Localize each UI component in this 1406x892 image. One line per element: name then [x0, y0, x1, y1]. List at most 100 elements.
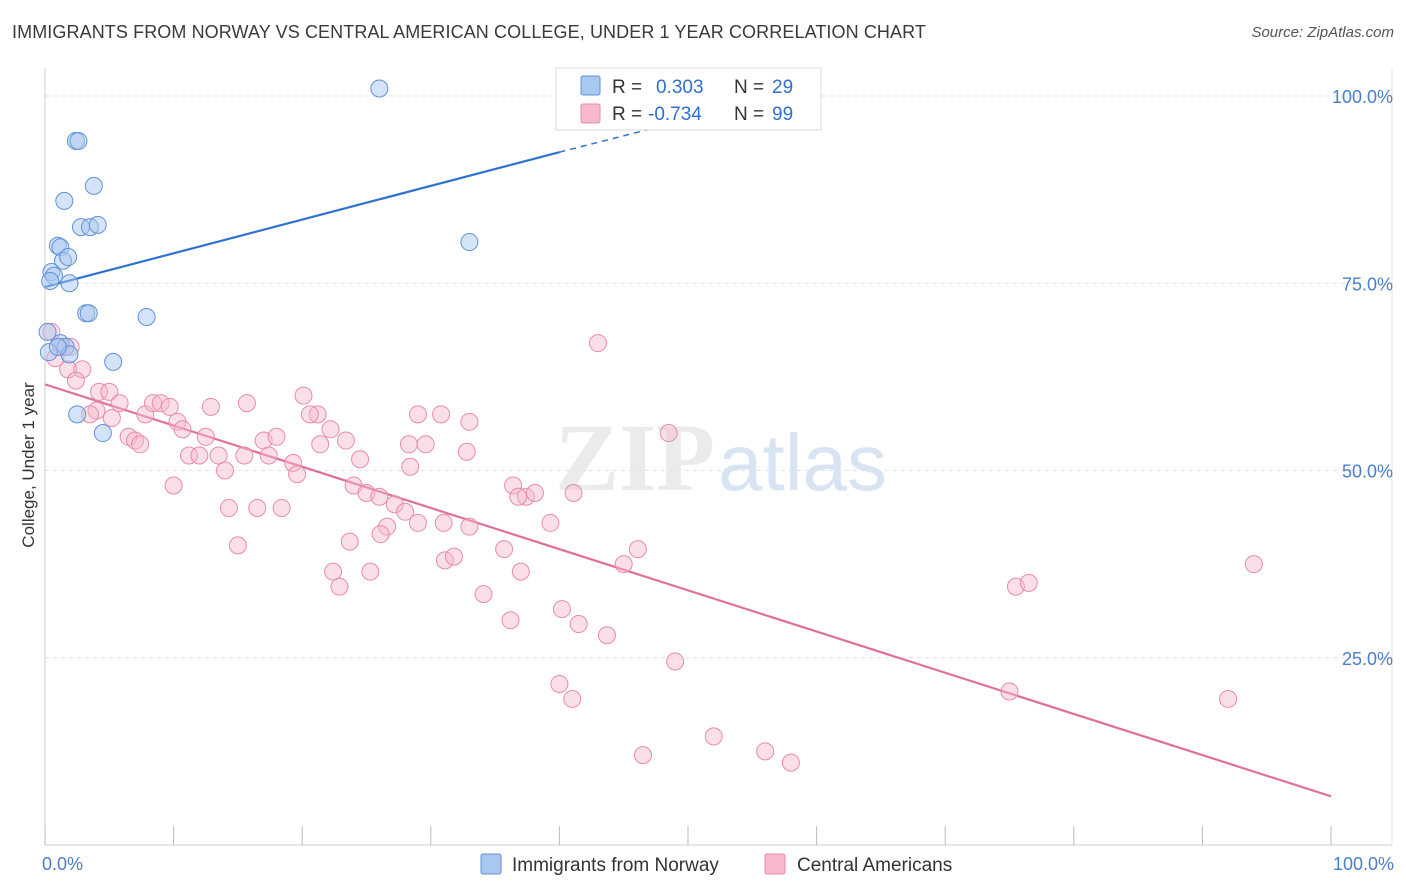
y-tick-label: 75.0%	[1342, 274, 1393, 294]
norway-trendline	[44, 151, 560, 289]
central-americans-point	[190, 446, 209, 465]
central-americans-point	[597, 626, 616, 645]
central-americans-point	[541, 513, 560, 532]
central-americans-point	[509, 487, 528, 506]
central-americans-point	[259, 446, 278, 465]
watermark: ZIP atlas	[555, 404, 887, 511]
central-americans-point	[100, 382, 119, 401]
central-americans-point	[151, 394, 170, 413]
central-americans-point	[110, 394, 129, 413]
bottom-legend-swatch-pink	[764, 853, 786, 875]
grid	[45, 95, 1392, 659]
central-americans-point	[781, 753, 800, 772]
norway-point	[69, 131, 88, 150]
central-americans-point	[237, 394, 256, 413]
norway-point	[68, 405, 87, 424]
bottom-legend-label-blue: Immigrants from Norway	[512, 855, 719, 876]
central-americans-point	[756, 742, 775, 761]
central-americans-point	[311, 435, 330, 454]
y-tick-label: 50.0%	[1342, 462, 1393, 482]
central-americans-point	[659, 424, 678, 443]
central-americans-point	[173, 420, 192, 439]
norway-points	[38, 79, 479, 443]
x-tick-label: 100.0%	[1333, 854, 1394, 874]
central-americans-point	[401, 457, 420, 476]
legend-n-label-blue: N =	[734, 77, 764, 98]
central-americans-point	[201, 397, 220, 416]
norway-point	[55, 191, 74, 210]
central-americans-point	[416, 435, 435, 454]
central-americans-point	[460, 517, 479, 536]
top-legend: R = 0.303 N = 29 R = -0.734 N = 99	[555, 67, 822, 131]
central-americans-point	[267, 427, 286, 446]
central-americans-point	[294, 386, 313, 405]
bottom-legend-label-pink: Central Americans	[797, 855, 952, 876]
central-americans-point	[511, 562, 530, 581]
central-americans-points	[42, 322, 1263, 772]
central-americans-point	[284, 454, 303, 473]
central-americans-point	[308, 405, 327, 424]
central-americans-point	[666, 652, 685, 671]
central-americans-point	[385, 495, 404, 514]
central-americans-point	[216, 461, 235, 480]
central-americans-point	[73, 360, 92, 379]
central-americans-point	[460, 412, 479, 431]
legend-r-label-blue: R =	[612, 77, 642, 98]
central-americans-point	[504, 476, 523, 495]
central-americans-point	[196, 427, 215, 446]
central-americans-point	[378, 517, 397, 536]
central-americans-point	[330, 577, 349, 596]
x-tick-label: 0.0%	[42, 854, 83, 874]
legend-r-label-pink: R =	[612, 104, 642, 125]
central-americans-point	[1219, 689, 1238, 708]
central-americans-point	[102, 409, 121, 428]
chart-title: IMMIGRANTS FROM NORWAY VS CENTRAL AMERIC…	[12, 22, 927, 42]
central-americans-point	[248, 498, 267, 517]
central-americans-point	[444, 547, 463, 566]
source-label: Source: ZipAtlas.com	[1251, 24, 1394, 41]
central-americans-point	[144, 394, 163, 413]
central-americans-point	[457, 442, 476, 461]
central-americans-point	[272, 498, 291, 517]
central-americans-point	[219, 498, 238, 517]
central-americans-point	[361, 562, 380, 581]
central-americans-point	[90, 382, 109, 401]
central-americans-point	[324, 562, 343, 581]
central-americans-point	[432, 405, 451, 424]
central-americans-point	[66, 371, 85, 390]
central-americans-point	[408, 513, 427, 532]
norway-point	[60, 274, 79, 293]
norway-point	[137, 307, 156, 326]
central-americans-point	[564, 483, 583, 502]
central-americans-point	[396, 502, 415, 521]
central-americans-point	[300, 405, 319, 424]
bottom-legend: Immigrants from Norway Central Americans	[480, 853, 952, 876]
central-americans-point	[525, 483, 544, 502]
central-americans-point	[340, 532, 359, 551]
central-americans-point	[180, 446, 199, 465]
central-americans-point	[408, 405, 427, 424]
norway-point	[41, 272, 60, 291]
norway-point	[93, 424, 112, 443]
central-americans-point	[633, 746, 652, 765]
legend-swatch-blue	[580, 75, 601, 96]
norway-point	[38, 322, 57, 341]
central-americans-point	[288, 465, 307, 484]
central-americans-point	[501, 611, 520, 630]
legend-n-label-pink: N =	[734, 104, 764, 125]
central-americans-point	[495, 540, 514, 559]
central-americans-point	[1000, 682, 1019, 701]
central-americans-point	[588, 334, 607, 353]
y-tick-label: 100.0%	[1332, 87, 1393, 107]
legend-n-value-blue: 29	[772, 77, 793, 98]
central-americans-point	[614, 555, 633, 574]
central-americans-point	[552, 600, 571, 619]
central-americans-point	[228, 536, 247, 555]
axes	[44, 68, 1393, 846]
central-americans-point	[131, 435, 150, 454]
legend-swatch-pink	[580, 103, 601, 124]
central-americans-point	[435, 551, 454, 570]
central-americans-point	[351, 450, 370, 469]
norway-point	[48, 337, 67, 356]
